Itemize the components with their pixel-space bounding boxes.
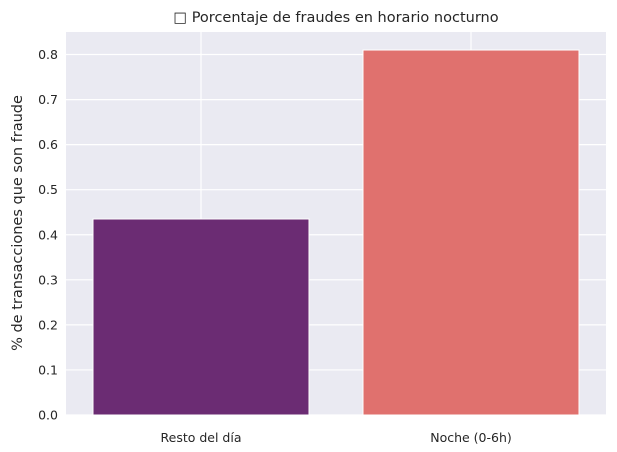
chart-title: □ Porcentaje de fraudes en horario noctu… [173,10,498,26]
y-tick-label: 0.1 [38,362,58,377]
bar-1 [362,49,580,416]
y-tick-label: 0.4 [38,227,58,242]
y-tick-label: 0.3 [38,272,58,287]
y-tick-label: 0.5 [38,182,58,197]
y-tick-label: 0.2 [38,317,58,332]
y-axis-ticks: 0.0 0.1 0.2 0.3 0.4 0.5 0.6 0.7 0.8 [38,47,58,422]
x-tick-label: Noche (0-6h) [430,430,512,445]
x-axis-ticks: Resto del día Noche (0-6h) [161,430,512,445]
x-tick-label: Resto del día [161,430,242,445]
bars [92,49,580,416]
y-tick-label: 0.7 [38,92,58,107]
y-axis-label: % de transacciones que son fraude [10,95,26,351]
bar-0 [92,218,310,416]
y-tick-label: 0.8 [38,47,58,62]
y-tick-label: 0.6 [38,137,58,152]
y-tick-label: 0.0 [38,408,58,423]
